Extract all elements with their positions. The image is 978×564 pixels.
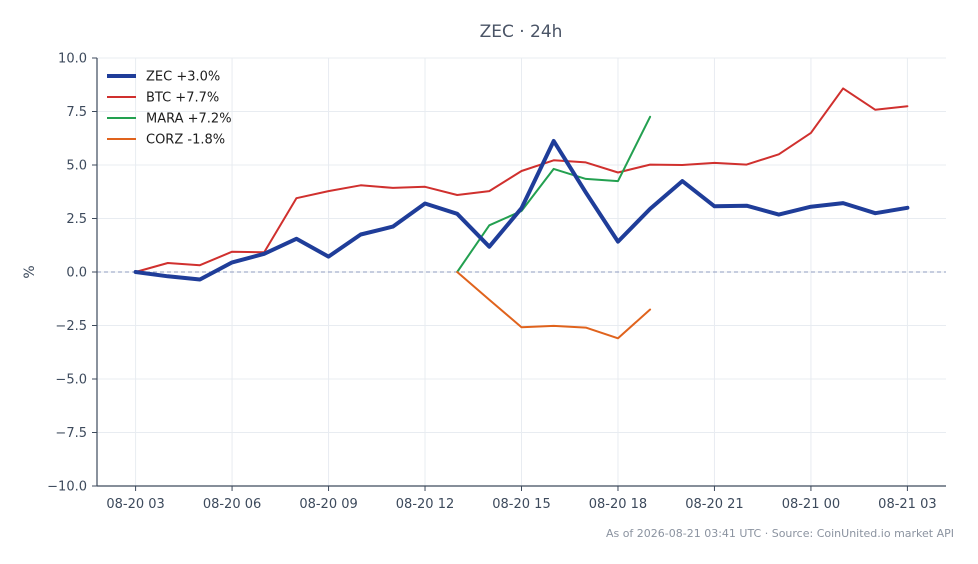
legend-label: CORZ -1.8% <box>146 133 225 148</box>
y-tick-label: −10.0 <box>47 480 87 495</box>
y-tick-label: −2.5 <box>55 319 87 334</box>
source-footer: As of 2026-08-21 03:41 UTC · Source: Coi… <box>606 527 954 540</box>
y-axis-label: % <box>22 265 38 278</box>
y-tick-label: −7.5 <box>55 426 87 441</box>
series-line-corz <box>456 271 652 340</box>
y-tick-label: 10.0 <box>58 52 87 67</box>
y-tick-label: 0.0 <box>66 266 87 281</box>
legend-label: ZEC +3.0% <box>146 70 220 85</box>
series-line-zec <box>133 139 910 282</box>
x-tick-label: 08-20 21 <box>685 497 743 512</box>
legend-label: MARA +7.2% <box>146 112 232 127</box>
x-tick-label: 08-20 15 <box>492 497 550 512</box>
y-ticks: 10.0 7.5 5.0 2.5 0.0 −2.5 −5.0 −7.5 −10.0 <box>47 52 97 495</box>
y-tick-label: −5.0 <box>55 373 87 388</box>
legend: ZEC +3.0% BTC +7.7% MARA +7.2% CORZ -1.8% <box>107 70 232 148</box>
legend-label: BTC +7.7% <box>146 91 219 106</box>
x-tick-label: 08-20 18 <box>589 497 647 512</box>
x-ticks: 08-20 03 08-20 06 08-20 09 08-20 12 08-20 15… <box>106 486 937 512</box>
x-tick-label: 08-20 03 <box>106 497 164 512</box>
y-tick-label: 7.5 <box>66 105 87 120</box>
y-tick-label: 5.0 <box>66 159 87 174</box>
grid-lines <box>97 57 946 487</box>
x-tick-label: 08-20 06 <box>203 497 261 512</box>
series-line-mara <box>456 115 652 273</box>
chart-title: ZEC · 24h <box>480 22 563 42</box>
x-tick-label: 08-21 00 <box>782 497 840 512</box>
y-tick-label: 2.5 <box>66 212 87 227</box>
x-tick-label: 08-20 09 <box>299 497 357 512</box>
x-tick-label: 08-20 12 <box>396 497 454 512</box>
x-tick-label: 08-21 03 <box>878 497 936 512</box>
series-lines <box>133 87 910 340</box>
